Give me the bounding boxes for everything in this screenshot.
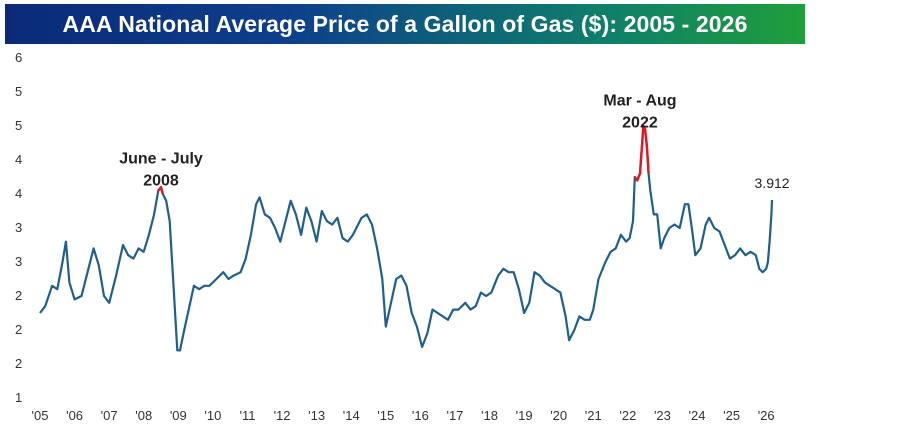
annotation-line: June - July bbox=[119, 150, 203, 167]
x-tick-label: '18 bbox=[481, 408, 498, 423]
x-tick-label: '20 bbox=[550, 408, 567, 423]
annotation-line: 2022 bbox=[622, 115, 658, 132]
x-tick-label: '12 bbox=[274, 408, 291, 423]
y-tick-label: 4 bbox=[15, 186, 22, 201]
series-line bbox=[39, 124, 774, 352]
x-tick-label: '11 bbox=[239, 408, 255, 423]
y-tick-label: 2 bbox=[15, 356, 22, 371]
x-axis: '05 '06 '07 '08 '09 '10 '11 '12 '13 '14 '15 '16 '17 '… bbox=[32, 408, 775, 423]
highlight-segment bbox=[633, 124, 650, 182]
y-tick-label: 6 bbox=[15, 50, 22, 65]
x-tick-label: '15 bbox=[377, 408, 394, 423]
x-tick-label: '05 bbox=[32, 408, 49, 423]
y-axis: 6 5 5 4 4 3 3 2 2 2 1 bbox=[15, 50, 22, 405]
annotation-line: 2008 bbox=[143, 172, 179, 189]
x-tick-label: '21 bbox=[585, 408, 602, 423]
y-tick-label: 2 bbox=[15, 322, 22, 337]
x-tick-label: '17 bbox=[446, 408, 463, 423]
annotation-layer: June - July 2008 Mar - Aug 2022 3.912 bbox=[119, 93, 790, 191]
series-layer bbox=[39, 124, 774, 352]
x-tick-label: '19 bbox=[516, 408, 533, 423]
x-tick-label: '25 bbox=[723, 408, 740, 423]
y-tick-label: 3 bbox=[15, 254, 22, 269]
x-tick-label: '16 bbox=[412, 408, 429, 423]
x-tick-label: '07 bbox=[101, 408, 118, 423]
annotation-label: Mar - Aug 2022 bbox=[603, 93, 676, 132]
highlight-segment bbox=[157, 186, 164, 195]
x-tick-label: '09 bbox=[170, 408, 187, 423]
highlight-layer bbox=[157, 124, 650, 195]
chart-title-bar: AAA National Average Price of a Gallon o… bbox=[5, 4, 805, 44]
x-tick-label: '22 bbox=[619, 408, 636, 423]
x-tick-label: '08 bbox=[135, 408, 152, 423]
y-tick-label: 4 bbox=[15, 152, 22, 167]
x-tick-label: '23 bbox=[654, 408, 671, 423]
y-tick-label: 5 bbox=[15, 84, 22, 99]
annotation-line: Mar - Aug bbox=[603, 93, 676, 110]
x-tick-label: '24 bbox=[689, 408, 706, 423]
x-tick-label: '14 bbox=[343, 408, 360, 423]
chart-title: AAA National Average Price of a Gallon o… bbox=[62, 10, 748, 37]
x-tick-label: '06 bbox=[66, 408, 83, 423]
last-value-label: 3.912 bbox=[755, 175, 790, 191]
annotation-label: June - July 2008 bbox=[119, 150, 203, 189]
x-tick-label: '13 bbox=[308, 408, 325, 423]
y-tick-label: 1 bbox=[15, 390, 22, 405]
x-tick-label: '26 bbox=[758, 408, 775, 423]
y-tick-label: 2 bbox=[15, 288, 22, 303]
y-tick-label: 5 bbox=[15, 118, 22, 133]
x-tick-label: '10 bbox=[204, 408, 221, 423]
y-tick-label: 3 bbox=[15, 220, 22, 235]
